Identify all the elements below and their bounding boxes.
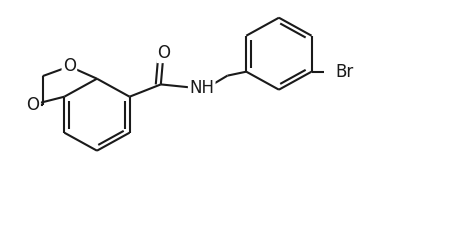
Text: Br: Br xyxy=(335,63,354,81)
Text: O: O xyxy=(158,44,171,62)
Text: O: O xyxy=(63,57,76,75)
Text: NH: NH xyxy=(189,79,214,97)
Text: O: O xyxy=(27,96,40,114)
